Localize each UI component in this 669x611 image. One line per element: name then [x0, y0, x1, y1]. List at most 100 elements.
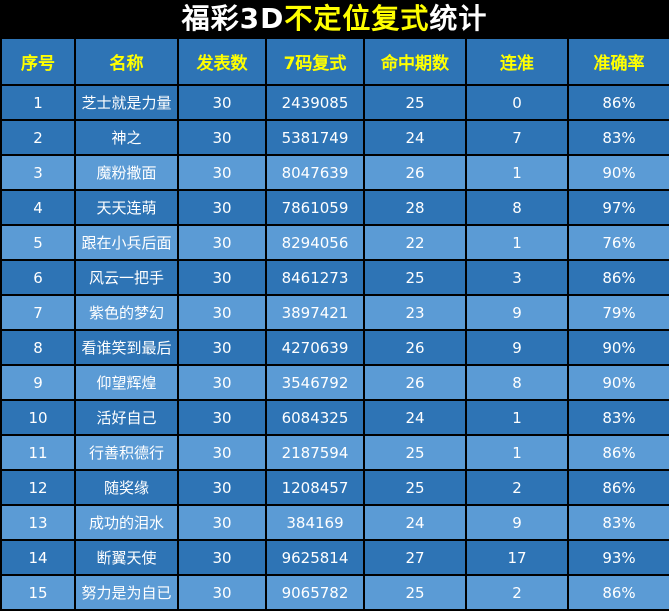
cell-hits: 23 [363, 294, 467, 331]
table-row: 5 跟在小兵后面 30 8294056 22 1 76% [0, 224, 669, 261]
cell-published: 30 [177, 224, 267, 261]
table-row: 14 断翼天使 30 9625814 27 17 93% [0, 539, 669, 576]
cell-hits: 28 [363, 189, 467, 226]
cell-name: 仰望辉煌 [74, 364, 179, 401]
header-cell-hits: 命中期数 [363, 37, 467, 86]
cell-streak: 7 [465, 119, 569, 156]
table-row: 8 看谁笑到最后 30 4270639 26 9 90% [0, 329, 669, 366]
cell-published: 30 [177, 294, 267, 331]
table-row: 15 努力是为自已 30 9065782 25 2 86% [0, 574, 669, 611]
cell-streak: 0 [465, 84, 569, 121]
cell-duplex: 3897421 [265, 294, 365, 331]
cell-name: 努力是为自已 [74, 574, 179, 611]
cell-name: 断翼天使 [74, 539, 179, 576]
cell-hits: 24 [363, 399, 467, 436]
cell-name: 紫色的梦幻 [74, 294, 179, 331]
cell-accuracy: 86% [567, 84, 669, 121]
table-row: 1 芝士就是力量 30 2439085 25 0 86% [0, 84, 669, 121]
cell-published: 30 [177, 119, 267, 156]
cell-accuracy: 93% [567, 539, 669, 576]
cell-index: 10 [0, 399, 76, 436]
cell-name: 芝士就是力量 [74, 84, 179, 121]
cell-streak: 1 [465, 399, 569, 436]
cell-published: 30 [177, 539, 267, 576]
cell-index: 8 [0, 329, 76, 366]
cell-index: 15 [0, 574, 76, 611]
table-row: 11 行善积德行 30 2187594 25 1 86% [0, 434, 669, 471]
cell-published: 30 [177, 84, 267, 121]
cell-hits: 22 [363, 224, 467, 261]
cell-index: 12 [0, 469, 76, 506]
table-row: 13 成功的泪水 30 384169 24 9 83% [0, 504, 669, 541]
cell-hits: 25 [363, 434, 467, 471]
cell-accuracy: 97% [567, 189, 669, 226]
cell-duplex: 2187594 [265, 434, 365, 471]
cell-streak: 1 [465, 154, 569, 191]
cell-accuracy: 90% [567, 329, 669, 366]
cell-index: 9 [0, 364, 76, 401]
cell-published: 30 [177, 574, 267, 611]
table-row: 9 仰望辉煌 30 3546792 26 8 90% [0, 364, 669, 401]
cell-accuracy: 90% [567, 154, 669, 191]
cell-index: 1 [0, 84, 76, 121]
cell-index: 2 [0, 119, 76, 156]
cell-published: 30 [177, 189, 267, 226]
table-row: 12 随奖缘 30 1208457 25 2 86% [0, 469, 669, 506]
cell-published: 30 [177, 399, 267, 436]
table-row: 7 紫色的梦幻 30 3897421 23 9 79% [0, 294, 669, 331]
cell-published: 30 [177, 504, 267, 541]
cell-accuracy: 83% [567, 399, 669, 436]
table-row: 6 风云一把手 30 8461273 25 3 86% [0, 259, 669, 296]
cell-name: 成功的泪水 [74, 504, 179, 541]
cell-index: 6 [0, 259, 76, 296]
title-prefix: 福彩3D [181, 1, 285, 35]
table-row: 2 神之 30 5381749 24 7 83% [0, 119, 669, 156]
cell-streak: 9 [465, 504, 569, 541]
header-row: 序号 名称 发表数 7码复式 命中期数 连准 准确率 [0, 37, 669, 86]
cell-hits: 27 [363, 539, 467, 576]
cell-streak: 1 [465, 224, 569, 261]
header-cell-streak: 连准 [465, 37, 569, 86]
cell-hits: 26 [363, 364, 467, 401]
cell-index: 14 [0, 539, 76, 576]
cell-published: 30 [177, 469, 267, 506]
cell-name: 天天连萌 [74, 189, 179, 226]
cell-duplex: 7861059 [265, 189, 365, 226]
cell-streak: 2 [465, 469, 569, 506]
cell-accuracy: 90% [567, 364, 669, 401]
header-cell-accuracy: 准确率 [567, 37, 669, 86]
cell-hits: 25 [363, 259, 467, 296]
cell-published: 30 [177, 364, 267, 401]
cell-accuracy: 86% [567, 574, 669, 611]
cell-streak: 3 [465, 259, 569, 296]
table-row: 4 天天连萌 30 7861059 28 8 97% [0, 189, 669, 226]
table-row: 3 魔粉撒面 30 8047639 26 1 90% [0, 154, 669, 191]
header-cell-duplex: 7码复式 [265, 37, 365, 86]
cell-hits: 25 [363, 469, 467, 506]
cell-index: 5 [0, 224, 76, 261]
cell-accuracy: 83% [567, 504, 669, 541]
cell-streak: 8 [465, 364, 569, 401]
cell-hits: 24 [363, 504, 467, 541]
cell-duplex: 6084325 [265, 399, 365, 436]
header-cell-index: 序号 [0, 37, 76, 86]
cell-index: 11 [0, 434, 76, 471]
cell-accuracy: 86% [567, 434, 669, 471]
cell-duplex: 8294056 [265, 224, 365, 261]
cell-duplex: 8047639 [265, 154, 365, 191]
cell-name: 风云一把手 [74, 259, 179, 296]
cell-accuracy: 83% [567, 119, 669, 156]
cell-published: 30 [177, 154, 267, 191]
cell-duplex: 9625814 [265, 539, 365, 576]
page-title: 福彩3D 不定位复式 统计 [0, 0, 669, 37]
cell-duplex: 1208457 [265, 469, 365, 506]
cell-duplex: 9065782 [265, 574, 365, 611]
cell-published: 30 [177, 329, 267, 366]
cell-index: 3 [0, 154, 76, 191]
cell-streak: 8 [465, 189, 569, 226]
cell-index: 4 [0, 189, 76, 226]
stats-table: 序号 名称 发表数 7码复式 命中期数 连准 准确率 1 芝士就是力量 30 2… [0, 37, 669, 611]
cell-hits: 26 [363, 154, 467, 191]
title-highlight: 不定位复式 [284, 1, 430, 35]
cell-name: 随奖缘 [74, 469, 179, 506]
